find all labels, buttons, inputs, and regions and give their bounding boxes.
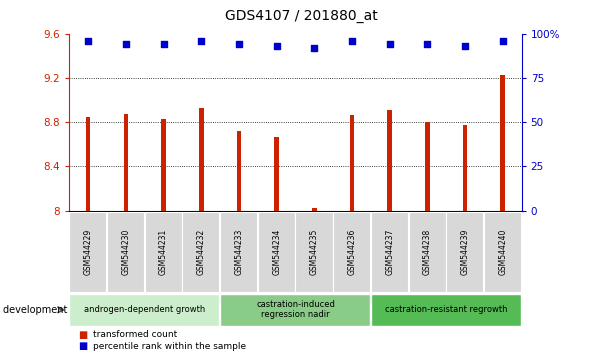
- Point: [197, 38, 206, 44]
- Text: GSM544234: GSM544234: [272, 229, 281, 275]
- Text: GSM544231: GSM544231: [159, 229, 168, 275]
- Bar: [463, 125, 467, 211]
- Text: GSM544232: GSM544232: [197, 229, 206, 275]
- Text: percentile rank within the sample: percentile rank within the sample: [93, 342, 247, 351]
- Bar: [162, 119, 166, 211]
- Text: GSM544229: GSM544229: [84, 229, 93, 275]
- Point: [347, 38, 357, 44]
- Bar: [274, 137, 279, 211]
- Bar: [388, 110, 392, 211]
- Text: androgen-dependent growth: androgen-dependent growth: [84, 305, 206, 314]
- Bar: [86, 116, 90, 211]
- Bar: [425, 122, 429, 211]
- Point: [83, 38, 93, 44]
- Text: GSM544238: GSM544238: [423, 229, 432, 275]
- Text: GDS4107 / 201880_at: GDS4107 / 201880_at: [225, 9, 378, 23]
- Bar: [199, 108, 204, 211]
- Bar: [124, 114, 128, 211]
- Text: GSM544236: GSM544236: [347, 229, 356, 275]
- Text: castration-induced
regression nadir: castration-induced regression nadir: [256, 300, 335, 319]
- Bar: [500, 75, 505, 211]
- Text: castration-resistant regrowth: castration-resistant regrowth: [385, 305, 508, 314]
- Text: GSM544233: GSM544233: [235, 229, 244, 275]
- Point: [309, 45, 319, 51]
- Text: ■: ■: [78, 330, 87, 339]
- Bar: [236, 131, 241, 211]
- Point: [385, 41, 394, 47]
- Point: [498, 38, 508, 44]
- Text: GSM544237: GSM544237: [385, 229, 394, 275]
- Point: [159, 41, 168, 47]
- Text: ■: ■: [78, 341, 87, 351]
- Point: [460, 43, 470, 49]
- Text: transformed count: transformed count: [93, 330, 178, 339]
- Bar: [350, 115, 355, 211]
- Point: [121, 41, 131, 47]
- Point: [423, 41, 432, 47]
- Point: [272, 43, 282, 49]
- Point: [234, 41, 244, 47]
- Text: GSM544230: GSM544230: [121, 229, 130, 275]
- Text: GSM544239: GSM544239: [461, 229, 470, 275]
- Text: GSM544240: GSM544240: [498, 229, 507, 275]
- Bar: [312, 209, 317, 211]
- Text: development stage: development stage: [3, 305, 98, 315]
- Text: GSM544235: GSM544235: [310, 229, 319, 275]
